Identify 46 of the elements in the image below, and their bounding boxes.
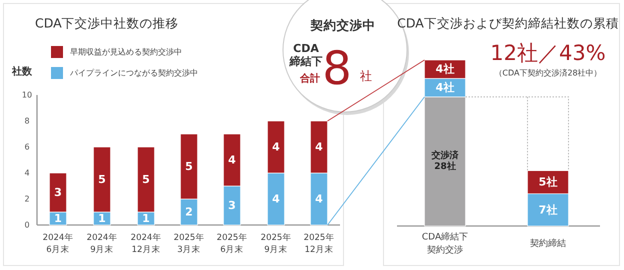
data-label: 5社 — [538, 176, 558, 189]
data-label: 交渉済28社 — [430, 150, 460, 172]
data-label: 4 — [315, 192, 324, 206]
text: 合計 — [299, 72, 320, 84]
data-label: 4 — [272, 192, 280, 206]
data-label: 3 — [228, 199, 236, 212]
x-tick-label: 2024年9月末 — [86, 232, 118, 255]
text: 社 — [360, 69, 372, 83]
data-label: 2 — [185, 206, 193, 218]
x-tick-label: 2025年12月末 — [304, 232, 334, 255]
data-label: 7社 — [538, 203, 558, 216]
legend-label: 早期収益が見込める契約交渉中 — [70, 48, 182, 56]
data-label: 4 — [315, 140, 324, 154]
annotation: （CDA下契約交渉済28社中） — [494, 68, 602, 78]
y-axis-title: 社数 — [11, 66, 33, 78]
data-label: 1 — [54, 212, 62, 225]
data-label: 5 — [98, 173, 106, 186]
x-tick-label: 2025年3月末 — [174, 232, 204, 255]
data-label: 4 — [272, 140, 280, 154]
y-tick-label: 4 — [24, 168, 30, 178]
data-label: 4社 — [436, 62, 454, 76]
chart-title: CDA下交渉および契約締結社数の累積 — [397, 16, 619, 30]
text: 契約交渉中 — [310, 18, 376, 32]
x-tick-label: 2025年9月末 — [260, 232, 292, 255]
x-tick-label: 2025年6月末 — [216, 232, 248, 255]
y-tick-label: 6 — [24, 142, 30, 152]
data-label: 4社 — [436, 81, 454, 94]
annotation: 8 — [322, 41, 352, 95]
y-tick-label: 8 — [24, 116, 30, 126]
x-tick-label: 2024年6月末 — [42, 232, 74, 255]
y-tick-label: 10 — [22, 90, 32, 100]
text: CDA締結下 — [288, 42, 322, 68]
y-tick-label: 2 — [24, 194, 30, 204]
x-tick-label: 2024年12月末 — [130, 232, 162, 255]
annotation: 12社／43% — [490, 41, 606, 65]
data-label: 1 — [142, 212, 150, 225]
data-label: 5 — [185, 160, 193, 173]
y-tick-label: 0 — [24, 220, 30, 230]
x-tick-label: CDA締結下契約交渉 — [422, 232, 468, 256]
data-label: 3 — [54, 186, 62, 199]
legend-label: パイプラインにつながる契約交渉中 — [69, 68, 198, 78]
data-label: 5 — [142, 173, 150, 186]
x-tick-label: 契約締結 — [530, 238, 566, 249]
data-label: 1 — [98, 212, 106, 225]
chart-title: CDA下交渉中社数の推移 — [35, 16, 179, 30]
data-label: 4 — [228, 154, 236, 166]
